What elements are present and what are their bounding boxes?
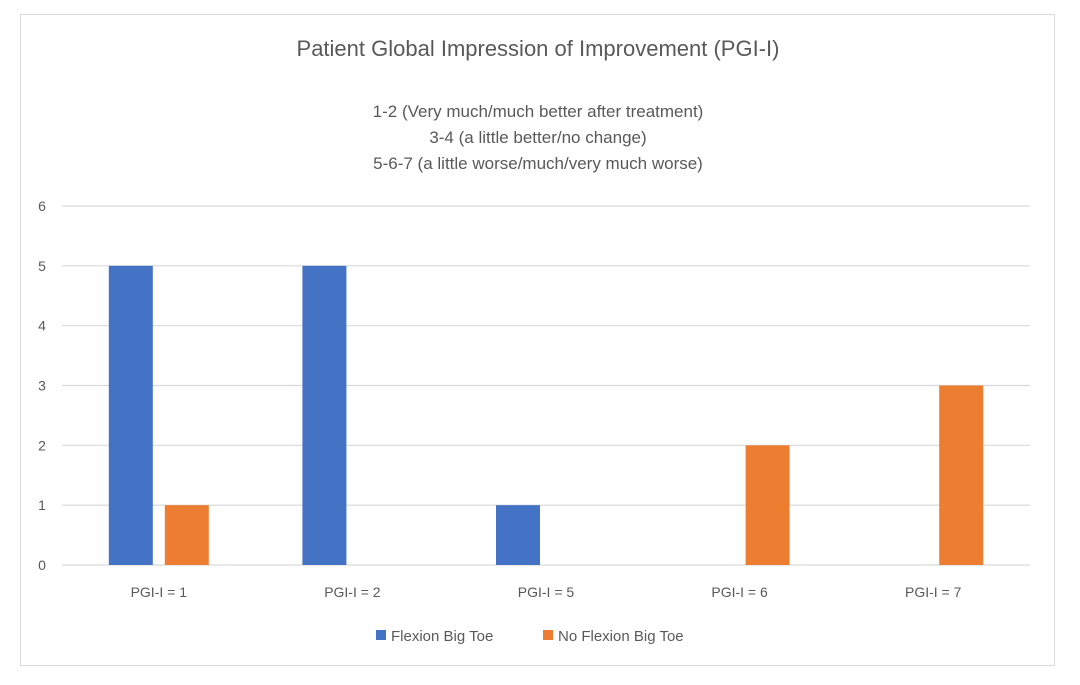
y-tick-label: 4 [38, 318, 46, 334]
gridlines [62, 205, 1030, 566]
legend-label: No Flexion Big Toe [558, 628, 684, 645]
chart-title: Patient Global Impression of Improvement… [297, 36, 780, 61]
legend-swatch [376, 630, 386, 640]
x-tick-label: PGI-I = 2 [324, 584, 381, 600]
bar [302, 265, 347, 565]
x-tick-label: PGI-I = 1 [131, 584, 188, 600]
y-tick-label: 2 [38, 437, 46, 453]
bar [745, 445, 790, 565]
chart-subtitle-line-3: 5-6-7 (a little worse/much/very much wor… [373, 154, 703, 173]
legend-swatch [543, 630, 553, 640]
y-tick-label: 1 [38, 497, 46, 513]
bars [108, 265, 984, 565]
chart-subtitle-line-2: 3-4 (a little better/no change) [429, 128, 646, 147]
chart-subtitle-line-1: 1-2 (Very much/much better after treatme… [373, 102, 704, 121]
y-tick-label: 5 [38, 258, 46, 274]
y-tick-label: 6 [38, 198, 46, 214]
x-tick-label: PGI-I = 5 [518, 584, 575, 600]
legend: Flexion Big Toe No Flexion Big Toe [376, 628, 684, 645]
legend-label: Flexion Big Toe [391, 628, 493, 645]
bar [108, 265, 153, 565]
y-tick-label: 0 [38, 557, 46, 573]
y-tick-label: 3 [38, 378, 46, 394]
x-tick-label: PGI-I = 7 [905, 584, 962, 600]
x-axis-ticks: PGI-I = 1 PGI-I = 2 PGI-I = 5 PGI-I = 6 PGI-… [131, 584, 962, 600]
y-axis-ticks: 0 1 2 3 4 5 6 [38, 198, 46, 573]
x-tick-label: PGI-I = 6 [711, 584, 768, 600]
bar [496, 505, 540, 565]
bar [164, 505, 209, 565]
bar [939, 385, 984, 565]
